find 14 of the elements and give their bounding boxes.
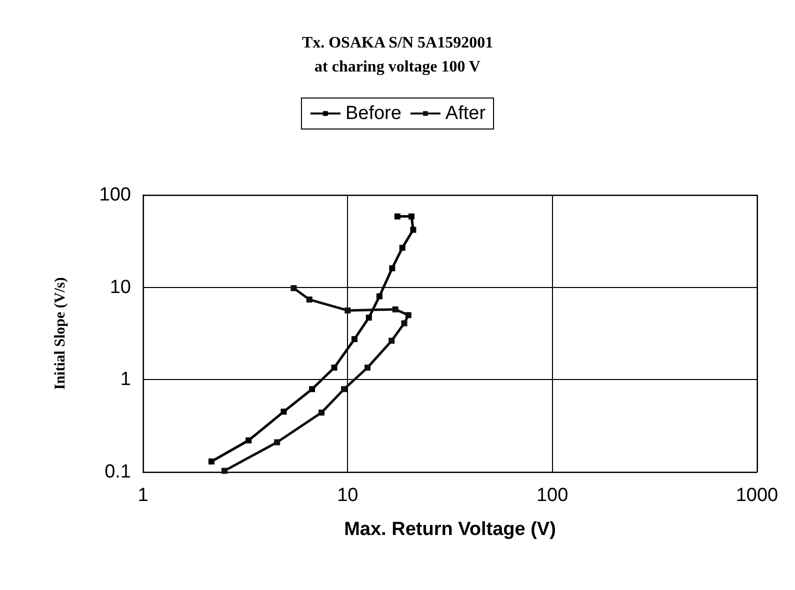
- x-tick-label: 100: [536, 485, 568, 506]
- chart-title: Tx. OSAKA S/N 5A1592001: [302, 34, 494, 52]
- x-axis-title: Max. Return Voltage (V): [344, 519, 556, 540]
- chart-subtitle: at charing voltage 100 V: [314, 58, 481, 76]
- legend-label: Before: [345, 103, 402, 124]
- x-tick-label: 1000: [736, 485, 778, 506]
- y-tick-label: 1: [120, 369, 131, 390]
- y-axis-title: Initial Slope (V/s): [52, 277, 68, 390]
- x-tick-label: 10: [337, 485, 358, 506]
- y-tick-label: 100: [99, 184, 131, 206]
- y-tick-label: 0.1: [104, 462, 131, 482]
- x-tick-label: 1: [138, 485, 148, 506]
- legend-label: After: [445, 103, 486, 124]
- y-tick-label: 10: [110, 276, 131, 298]
